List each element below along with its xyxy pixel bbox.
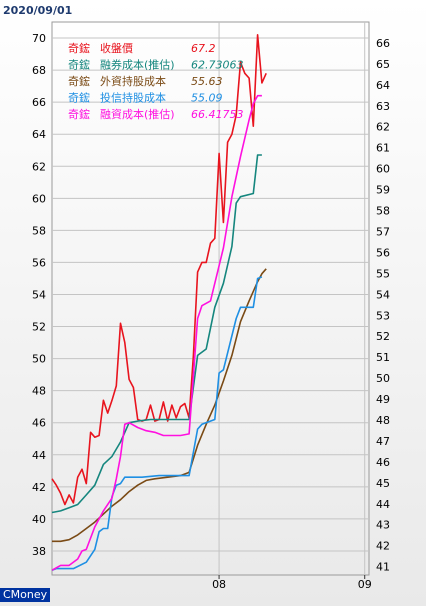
legend-item: 奇鋐 收盤價 67.2 <box>68 41 216 55</box>
left-tick-label: 44 <box>32 449 46 462</box>
legend-stock: 奇鋐 <box>68 58 90 72</box>
right-tick-label: 48 <box>376 414 390 427</box>
legend-item: 奇鋐 融券成本(推估) 62.73063 <box>68 58 244 72</box>
right-tick-label: 57 <box>376 225 390 238</box>
series-line-外資持股成本 <box>52 268 267 543</box>
left-tick-label: 56 <box>32 256 46 269</box>
right-tick-label: 66 <box>376 37 390 50</box>
legend-series-name: 外資持股成本 <box>100 74 166 88</box>
series-line-融券成本(推估) <box>51 154 262 514</box>
left-tick-label: 42 <box>32 481 46 494</box>
horizontal-grid <box>52 37 369 552</box>
legend-value: 62.73063 <box>191 59 244 72</box>
left-tick-label: 54 <box>32 288 46 301</box>
legend-stock: 奇鋐 <box>68 107 90 121</box>
x-axis-ticks: 08 09 <box>212 578 372 591</box>
right-tick-label: 61 <box>376 142 390 155</box>
right-tick-label: 51 <box>376 351 390 364</box>
right-tick-label: 63 <box>376 100 390 113</box>
legend-value: 67.2 <box>191 42 216 55</box>
series-lines <box>51 33 267 571</box>
legend-value: 66.41753 <box>191 108 244 121</box>
right-tick-label: 42 <box>376 540 390 553</box>
left-tick-label: 48 <box>32 385 46 398</box>
legend-item: 奇鋐 外資持股成本 55.63 <box>68 74 223 88</box>
right-tick-label: 47 <box>376 435 390 448</box>
left-tick-label: 64 <box>32 128 46 141</box>
right-axis-ticks: 41 42 43 44 45 46 47 48 49 50 51 52 53 54 55 56 57 58 59 60… <box>376 37 390 574</box>
right-tick-label: 60 <box>376 163 390 176</box>
right-tick-label: 43 <box>376 519 390 532</box>
legend-stock: 奇鋐 <box>68 41 90 55</box>
legend-stock: 奇鋐 <box>68 74 90 88</box>
x-tick-label: 08 <box>212 578 226 591</box>
legend-item: 奇鋐 融資成本(推估) 66.41753 <box>68 107 244 121</box>
right-tick-label: 53 <box>376 309 390 322</box>
left-tick-label: 62 <box>32 160 46 173</box>
left-tick-label: 58 <box>32 224 46 237</box>
right-tick-label: 46 <box>376 456 390 469</box>
right-tick-label: 41 <box>376 561 390 574</box>
right-tick-label: 56 <box>376 246 390 259</box>
legend-value: 55.63 <box>191 75 223 88</box>
right-tick-label: 62 <box>376 121 390 134</box>
right-tick-label: 49 <box>376 393 390 406</box>
right-tick-label: 55 <box>376 267 390 280</box>
right-tick-label: 58 <box>376 205 390 218</box>
legend-series-name: 融資成本(推估) <box>100 107 175 121</box>
brand-logo: CMoney <box>0 588 51 602</box>
legend-series-name: 收盤價 <box>100 41 133 55</box>
right-tick-label: 64 <box>376 79 390 92</box>
right-tick-label: 54 <box>376 288 390 301</box>
left-tick-label: 70 <box>32 32 46 45</box>
right-tick-label: 59 <box>376 184 390 197</box>
legend-series-name: 融券成本(推估) <box>100 58 175 72</box>
left-tick-label: 68 <box>32 64 46 77</box>
right-tick-label: 45 <box>376 477 390 490</box>
left-tick-label: 50 <box>32 353 46 366</box>
left-tick-label: 60 <box>32 192 46 205</box>
right-tick-label: 52 <box>376 330 390 343</box>
chart-date: 2020/09/01 <box>3 4 73 17</box>
plot-frame <box>51 21 370 576</box>
vertical-grid <box>218 22 366 579</box>
left-tick-label: 66 <box>32 96 46 109</box>
legend-value: 55.09 <box>191 92 223 105</box>
series-line-融資成本(推估) <box>51 94 262 571</box>
series-line-投信持股成本 <box>51 276 263 571</box>
legend-item: 奇鋐 投信持股成本 55.09 <box>68 91 223 105</box>
left-tick-label: 38 <box>32 545 46 558</box>
right-tick-label: 44 <box>376 498 390 511</box>
legend-series-name: 投信持股成本 <box>100 91 166 105</box>
x-tick-label: 09 <box>358 578 372 591</box>
left-tick-label: 40 <box>32 513 46 526</box>
left-axis-ticks: 38 40 42 44 46 48 50 52 54 56 58 60 62 64 66 68 70 <box>32 32 46 558</box>
left-tick-label: 52 <box>32 321 46 334</box>
legend-stock: 奇鋐 <box>68 91 90 105</box>
right-tick-label: 65 <box>376 58 390 71</box>
right-tick-label: 50 <box>376 372 390 385</box>
left-tick-label: 46 <box>32 417 46 430</box>
